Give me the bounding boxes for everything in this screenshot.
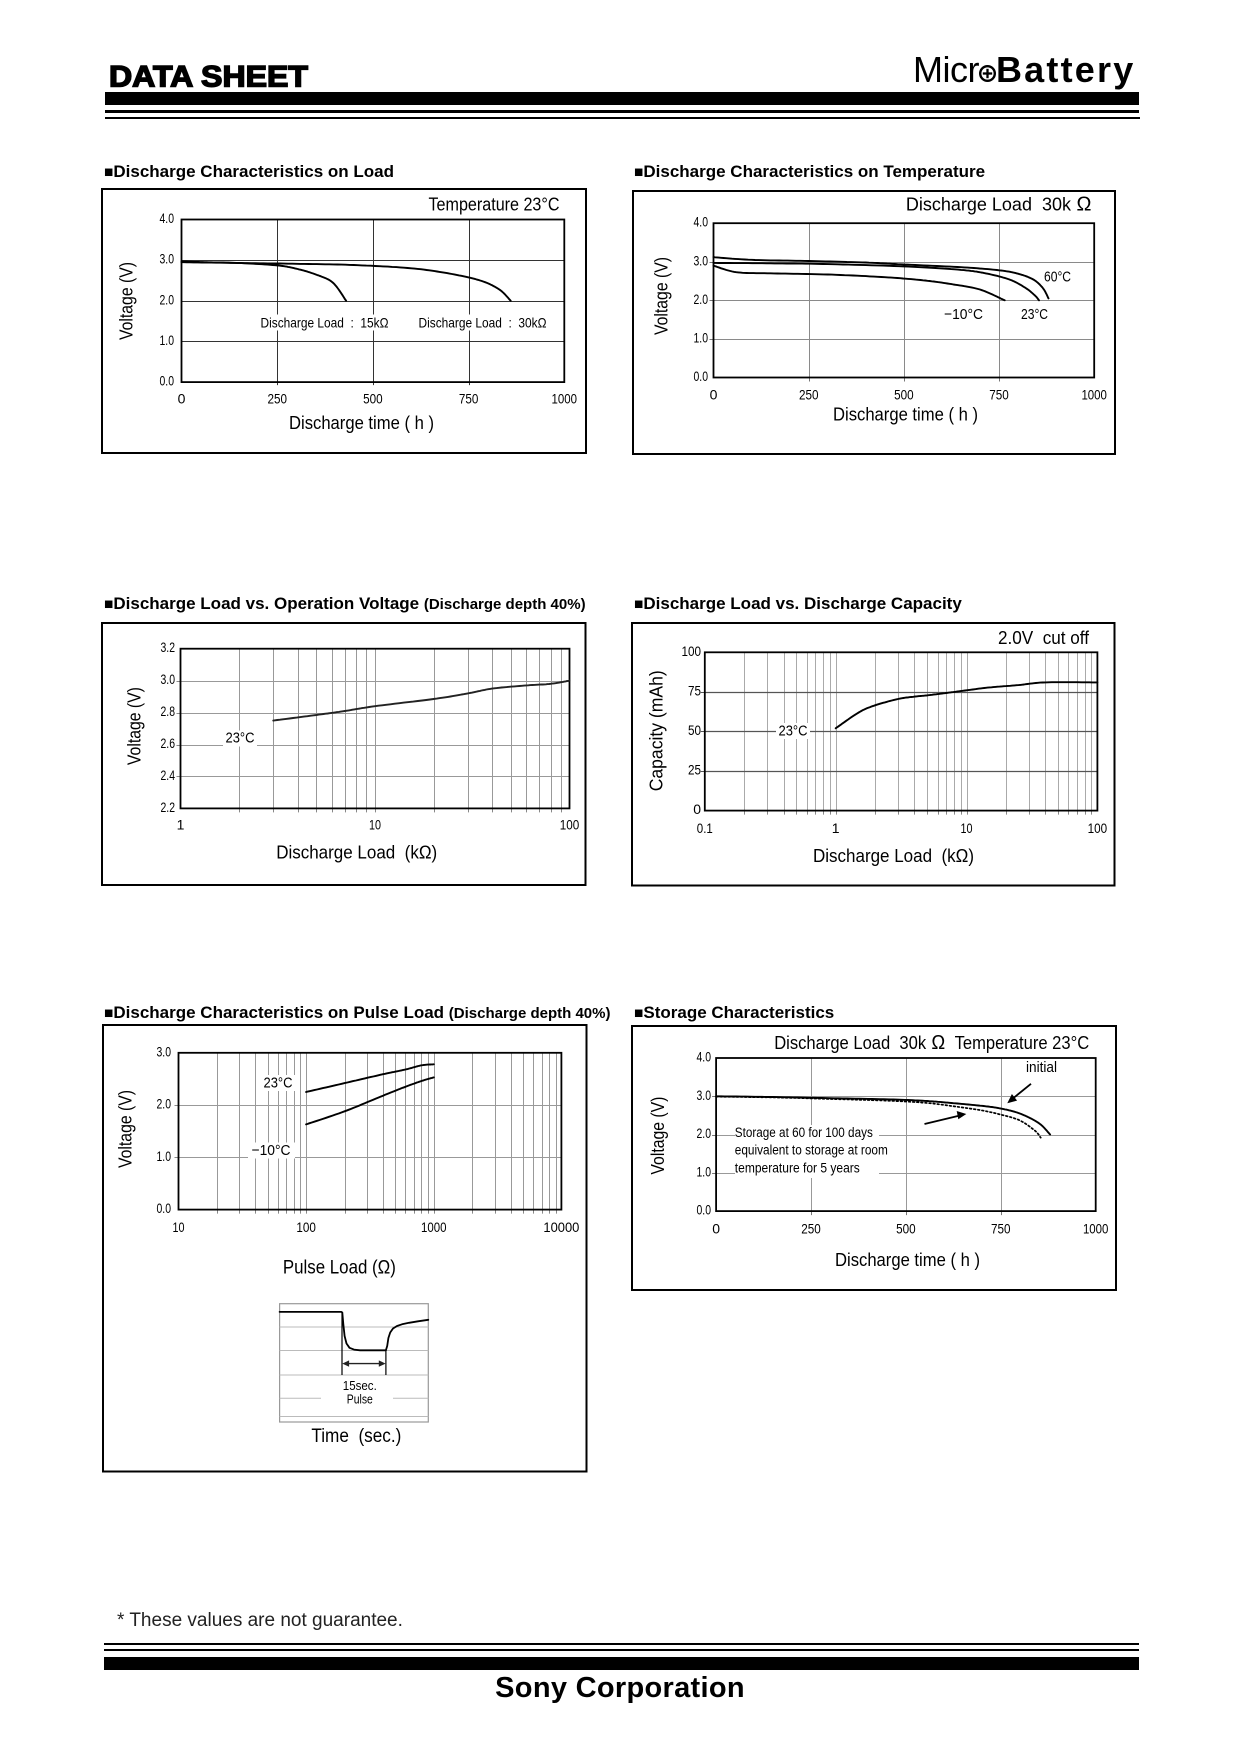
svg-text:1: 1 bbox=[177, 817, 185, 833]
svg-text:1000: 1000 bbox=[552, 391, 578, 407]
svg-text:500: 500 bbox=[896, 1220, 916, 1236]
svg-text:DATA SHEET: DATA SHEET bbox=[109, 61, 308, 94]
svg-text:1: 1 bbox=[832, 820, 840, 836]
svg-text:0: 0 bbox=[712, 1220, 720, 1236]
svg-text:250: 250 bbox=[801, 1220, 821, 1236]
svg-text:Voltage (V): Voltage (V) bbox=[116, 1090, 136, 1168]
svg-text:250: 250 bbox=[267, 391, 287, 407]
svg-text:10: 10 bbox=[961, 820, 973, 836]
svg-text:4.0: 4.0 bbox=[160, 210, 175, 226]
svg-text:Voltage (V): Voltage (V) bbox=[117, 262, 137, 340]
svg-text:Voltage (V): Voltage (V) bbox=[647, 1096, 667, 1174]
svg-text:3.2: 3.2 bbox=[161, 639, 176, 655]
svg-text:Voltage (V): Voltage (V) bbox=[125, 687, 145, 765]
svg-text:0.0: 0.0 bbox=[157, 1200, 172, 1216]
svg-text:1000: 1000 bbox=[421, 1219, 447, 1235]
svg-text:Pulse Load (Ω): Pulse Load (Ω) bbox=[283, 1257, 396, 1278]
svg-text:0.1: 0.1 bbox=[697, 820, 713, 836]
svg-text:750: 750 bbox=[989, 386, 1009, 402]
svg-text:initial: initial bbox=[1026, 1059, 1057, 1076]
svg-text:2.0: 2.0 bbox=[157, 1096, 172, 1112]
svg-text:Temperature 23°C: Temperature 23°C bbox=[429, 195, 560, 215]
svg-text:3.0: 3.0 bbox=[696, 1086, 711, 1102]
svg-text:23°C: 23°C bbox=[1021, 306, 1048, 323]
svg-text:0: 0 bbox=[709, 386, 717, 402]
svg-text:500: 500 bbox=[894, 386, 914, 402]
svg-text:4.0: 4.0 bbox=[693, 213, 708, 229]
svg-text:Discharge Load 30k Ω: Discharge Load 30k Ω bbox=[905, 193, 1091, 215]
svg-text:0.0: 0.0 bbox=[696, 1201, 711, 1217]
svg-text:100: 100 bbox=[296, 1219, 316, 1235]
svg-text:50: 50 bbox=[688, 722, 701, 738]
svg-text:Discharge time ( h ): Discharge time ( h ) bbox=[289, 413, 434, 433]
svg-text:60°C: 60°C bbox=[1044, 268, 1071, 285]
svg-text:−10°C: −10°C bbox=[252, 1142, 291, 1159]
svg-text:1.0: 1.0 bbox=[160, 332, 175, 348]
svg-text:75: 75 bbox=[688, 682, 701, 698]
svg-text:250: 250 bbox=[798, 386, 818, 402]
svg-text:0.0: 0.0 bbox=[693, 368, 708, 384]
svg-text:2.0: 2.0 bbox=[160, 291, 175, 307]
svg-text:23°C: 23°C bbox=[264, 1075, 293, 1092]
svg-text:100: 100 bbox=[682, 643, 702, 659]
svg-text:23°C: 23°C bbox=[779, 723, 808, 740]
svg-text:15sec.: 15sec. bbox=[343, 1379, 377, 1393]
svg-text:2.6: 2.6 bbox=[161, 735, 176, 751]
svg-text:0: 0 bbox=[178, 391, 186, 407]
svg-text:2.0: 2.0 bbox=[696, 1125, 711, 1141]
svg-text:temperature for 5 years: temperature for 5 years bbox=[734, 1160, 859, 1175]
svg-text:10: 10 bbox=[369, 817, 381, 833]
svg-text:Discharge time ( h ): Discharge time ( h ) bbox=[835, 1249, 980, 1269]
svg-text:2.0: 2.0 bbox=[693, 290, 708, 306]
svg-text:3.0: 3.0 bbox=[693, 252, 708, 268]
svg-text:0.0: 0.0 bbox=[160, 373, 175, 389]
svg-text:500: 500 bbox=[363, 391, 383, 407]
svg-text:1.0: 1.0 bbox=[696, 1163, 711, 1179]
svg-text:25: 25 bbox=[688, 762, 701, 778]
svg-text:Discharge time ( h ): Discharge time ( h ) bbox=[833, 404, 978, 424]
svg-text:1000: 1000 bbox=[1081, 386, 1107, 402]
svg-text:Discharge Load : 30kΩ: Discharge Load : 30kΩ bbox=[419, 315, 547, 331]
svg-text:equivalent to storage at room: equivalent to storage at room bbox=[734, 1142, 887, 1157]
svg-text:2.0V cut off: 2.0V cut off bbox=[998, 628, 1090, 648]
svg-text:Time (sec.): Time (sec.) bbox=[311, 1426, 401, 1447]
svg-text:−10°C: −10°C bbox=[944, 306, 983, 323]
svg-text:Discharge Load (kΩ): Discharge Load (kΩ) bbox=[276, 843, 437, 863]
svg-text:Discharge Load 30k Ω Tempera: Discharge Load 30k Ω Temperature 23°C bbox=[774, 1031, 1089, 1053]
svg-text:23°C: 23°C bbox=[226, 730, 255, 747]
svg-text:Capacity (mAh): Capacity (mAh) bbox=[646, 670, 666, 791]
svg-text:4.0: 4.0 bbox=[696, 1048, 711, 1064]
svg-text:10000: 10000 bbox=[543, 1219, 579, 1235]
svg-text:10: 10 bbox=[173, 1219, 185, 1235]
svg-text:2.8: 2.8 bbox=[161, 703, 176, 719]
svg-text:1.0: 1.0 bbox=[693, 329, 708, 345]
svg-text:Storage at 60 for 100 days: Storage at 60 for 100 days bbox=[734, 1125, 872, 1140]
svg-text:750: 750 bbox=[459, 391, 479, 407]
svg-text:2.2: 2.2 bbox=[161, 799, 176, 815]
svg-text:Discharge Load : 15kΩ: Discharge Load : 15kΩ bbox=[261, 315, 389, 331]
svg-text:3.0: 3.0 bbox=[161, 671, 176, 687]
svg-text:1000: 1000 bbox=[1082, 1220, 1108, 1236]
svg-text:750: 750 bbox=[991, 1220, 1011, 1236]
svg-text:Discharge Load (kΩ): Discharge Load (kΩ) bbox=[813, 846, 974, 866]
svg-text:3.0: 3.0 bbox=[157, 1043, 172, 1059]
svg-text:0: 0 bbox=[693, 801, 701, 817]
svg-text:100: 100 bbox=[1088, 820, 1108, 836]
svg-text:100: 100 bbox=[560, 817, 580, 833]
svg-text:3.0: 3.0 bbox=[160, 251, 175, 267]
svg-text:1.0: 1.0 bbox=[157, 1148, 172, 1164]
svg-text:2.4: 2.4 bbox=[161, 767, 176, 783]
svg-text:Pulse: Pulse bbox=[347, 1392, 373, 1406]
svg-text:Voltage (V): Voltage (V) bbox=[651, 257, 671, 335]
